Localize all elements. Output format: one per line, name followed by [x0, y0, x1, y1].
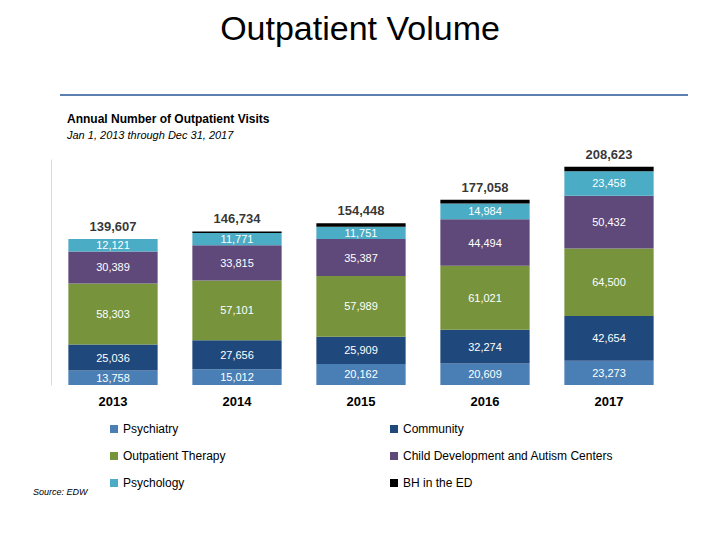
svg-text:Community: Community — [403, 422, 464, 436]
svg-text:Outpatient Volume: Outpatient Volume — [220, 9, 500, 47]
svg-text:25,909: 25,909 — [344, 344, 378, 356]
svg-text:2014: 2014 — [223, 394, 253, 409]
svg-text:23,458: 23,458 — [592, 177, 626, 189]
svg-text:15,012: 15,012 — [220, 371, 254, 383]
svg-text:139,607: 139,607 — [90, 219, 137, 234]
svg-text:42,654: 42,654 — [592, 332, 626, 344]
svg-text:27,656: 27,656 — [220, 349, 254, 361]
svg-text:57,101: 57,101 — [220, 304, 254, 316]
svg-text:2015: 2015 — [347, 394, 376, 409]
svg-text:33,815: 33,815 — [220, 257, 254, 269]
svg-text:Psychology: Psychology — [123, 476, 184, 490]
svg-text:64,500: 64,500 — [592, 276, 626, 288]
svg-text:13,758: 13,758 — [96, 372, 130, 384]
svg-text:2017: 2017 — [595, 394, 624, 409]
svg-text:Source: EDW: Source: EDW — [33, 487, 89, 497]
svg-text:20,609: 20,609 — [468, 368, 502, 380]
svg-text:2016: 2016 — [471, 394, 500, 409]
svg-text:58,303: 58,303 — [96, 308, 130, 320]
svg-text:177,058: 177,058 — [462, 180, 509, 195]
svg-text:Child Development and Autism C: Child Development and Autism Centers — [403, 449, 612, 463]
svg-text:154,448: 154,448 — [338, 203, 385, 218]
svg-text:Psychiatry: Psychiatry — [123, 422, 178, 436]
svg-text:12,121: 12,121 — [96, 239, 130, 251]
svg-text:2013: 2013 — [99, 394, 128, 409]
svg-text:BH in the ED: BH in the ED — [403, 476, 473, 490]
svg-text:23,273: 23,273 — [592, 367, 626, 379]
svg-text:11,771: 11,771 — [221, 233, 254, 245]
svg-text:146,734: 146,734 — [214, 211, 262, 226]
svg-text:Annual Number of Outpatient Vi: Annual Number of Outpatient Visits — [67, 112, 270, 126]
svg-text:14,984: 14,984 — [468, 205, 502, 217]
svg-text:208,623: 208,623 — [586, 147, 633, 162]
svg-text:35,387: 35,387 — [344, 252, 378, 264]
svg-text:32,274: 32,274 — [468, 341, 502, 353]
svg-text:44,494: 44,494 — [468, 237, 502, 249]
svg-text:20,162: 20,162 — [344, 368, 378, 380]
svg-text:57,989: 57,989 — [344, 300, 378, 312]
svg-text:50,432: 50,432 — [592, 216, 626, 228]
svg-text:Jan 1, 2013 through Dec 31, 20: Jan 1, 2013 through Dec 31, 2017 — [66, 129, 234, 141]
svg-text:Outpatient Therapy: Outpatient Therapy — [123, 449, 226, 463]
svg-text:61,021: 61,021 — [468, 292, 502, 304]
svg-text:11,751: 11,751 — [345, 227, 378, 239]
svg-text:30,389: 30,389 — [96, 261, 130, 273]
svg-text:25,036: 25,036 — [96, 352, 130, 364]
